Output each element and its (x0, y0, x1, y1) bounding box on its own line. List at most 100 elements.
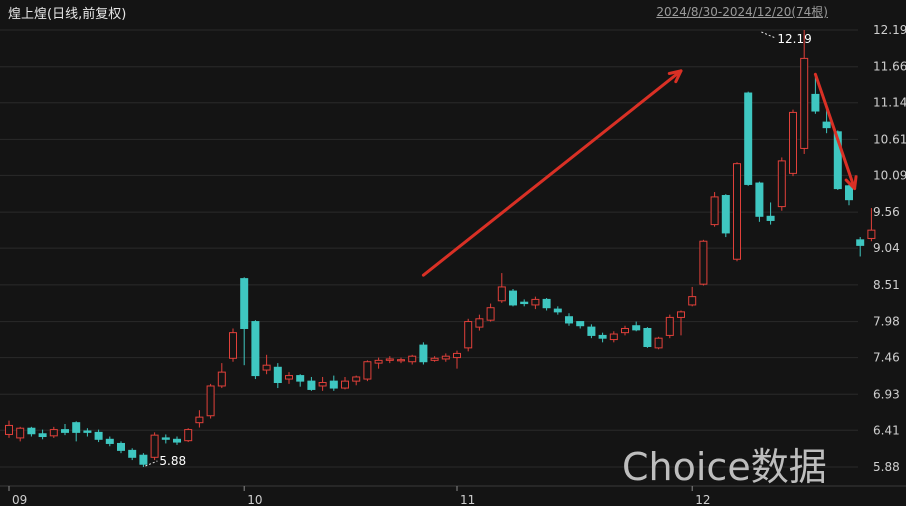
candle-body (822, 121, 831, 129)
candle-body (643, 327, 652, 347)
candle-up (184, 428, 193, 443)
candle-up (665, 314, 674, 339)
candle-down (251, 320, 260, 380)
candle-down (307, 376, 316, 391)
candle-up (5, 420, 13, 438)
candle-body (509, 290, 517, 306)
x-tick-label: 12 (695, 493, 710, 506)
candle-up (475, 314, 484, 331)
candle-down (811, 73, 820, 114)
candle-body (789, 111, 797, 174)
candle-body (800, 57, 809, 149)
candle-up (341, 376, 349, 390)
y-tick-label: 9.56 (873, 205, 900, 219)
candle-body (497, 286, 506, 302)
candle-down (117, 441, 125, 454)
annotations: 12.19 5.88 (145, 31, 812, 468)
y-tick-label: 11.66 (873, 60, 906, 74)
annotation-pointer (761, 31, 776, 39)
candle-body (721, 195, 730, 234)
candle-body (833, 131, 842, 190)
candle-down (27, 426, 36, 437)
candle-down (296, 374, 305, 387)
uptrend-arrow (421, 69, 683, 277)
candle-down (845, 184, 853, 206)
candle-up (352, 375, 361, 386)
candle-up (789, 109, 797, 177)
x-axis: 09 10 11 12 (8, 486, 710, 506)
y-tick-label: 8.51 (873, 278, 900, 292)
candle-body (453, 352, 461, 359)
chart-title: 煌上煌(日线,前复权) (8, 7, 127, 22)
candle-body (105, 438, 114, 444)
candle-down (273, 363, 282, 389)
y-axis: 12.19 11.66 11.14 10.61 10.09 9.56 9.04 8.51 7.9… (873, 23, 906, 474)
y-tick-label: 10.61 (873, 132, 906, 146)
x-tick-label: 10 (247, 493, 262, 506)
candle-body (777, 160, 786, 208)
candle-down (94, 429, 103, 443)
candle-up (486, 303, 495, 322)
high-price-label: 12.19 (777, 32, 811, 46)
candle-body (576, 321, 585, 327)
candle-up (16, 426, 25, 442)
candle-body (867, 229, 876, 239)
candle-body (688, 296, 697, 306)
candle-down (419, 342, 428, 365)
candle-body (150, 434, 159, 458)
candle-body (856, 239, 865, 246)
candle-body (419, 344, 428, 363)
candle-body (38, 433, 47, 438)
date-range-link[interactable]: 2024/8/30-2024/12/20(74根) (656, 5, 828, 19)
candle-down (565, 313, 573, 326)
candle-body (654, 337, 663, 349)
candle-body (665, 316, 674, 336)
candle-up (285, 372, 293, 384)
candle-down (542, 298, 551, 311)
y-tick-label: 12.19 (873, 23, 906, 37)
candle-down (576, 321, 585, 329)
candle-up (867, 207, 876, 242)
candle-body (430, 357, 439, 361)
trend-arrows (421, 69, 858, 277)
candle-body (733, 163, 741, 260)
candle-up (229, 328, 237, 362)
candle-body (139, 454, 148, 465)
candle-up (363, 360, 372, 382)
y-tick-label: 7.46 (873, 351, 900, 365)
candle-body (83, 430, 92, 433)
candle-down (161, 434, 170, 444)
candle-down (509, 289, 517, 307)
candle-up (733, 162, 741, 262)
candle-body (206, 385, 215, 417)
candle-body (744, 92, 753, 185)
candle-body (229, 332, 237, 359)
candle-up (654, 336, 663, 350)
candle-up (777, 157, 786, 211)
grid-lines (0, 29, 906, 487)
candle-down (766, 202, 775, 225)
candle-up (397, 357, 405, 364)
candle-body (397, 359, 405, 362)
candle-body (296, 375, 305, 382)
candle-body (352, 376, 361, 382)
candle-body (565, 316, 573, 324)
candle-up (800, 30, 809, 154)
y-tick-label: 6.41 (873, 423, 900, 437)
arrow-shaft (813, 72, 857, 191)
candle-body (307, 380, 316, 390)
candle-body (486, 307, 495, 321)
y-tick-label: 10.09 (873, 168, 906, 182)
candles (5, 30, 876, 467)
low-price-label: 5.88 (159, 454, 186, 468)
y-tick-label: 6.93 (873, 387, 900, 401)
candle-body (520, 301, 529, 305)
candle-body (27, 427, 36, 435)
candle-down (105, 436, 114, 447)
candle-body (699, 240, 708, 285)
candle-down (128, 448, 137, 461)
candle-down (38, 429, 47, 440)
candle-body (363, 361, 372, 380)
candle-body (766, 215, 775, 221)
